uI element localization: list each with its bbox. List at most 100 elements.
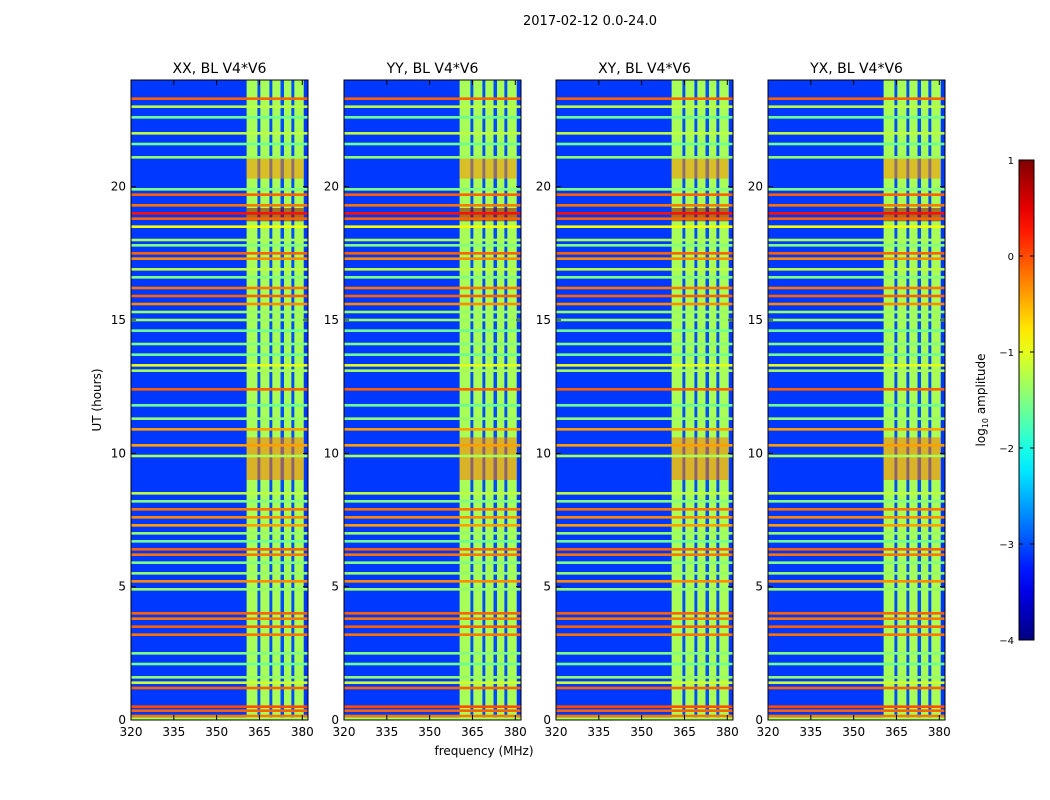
rfi-time-line: [131, 686, 308, 690]
rfi-time-line: [131, 310, 308, 314]
x-tick-label: 335: [162, 725, 185, 739]
rfi-time-line: [131, 500, 308, 503]
rfi-time-line: [556, 217, 733, 220]
rfi-time-line: [768, 588, 945, 591]
rfi-time-line: [556, 97, 733, 100]
rfi-time-line: [556, 492, 733, 495]
x-tick-label: 335: [799, 725, 822, 739]
rfi-time-line: [344, 225, 521, 228]
rfi-time-line: [556, 709, 733, 712]
rfi-time-line: [768, 310, 945, 314]
rfi-time-line: [131, 132, 308, 135]
rfi-time-line: [344, 580, 521, 583]
rfi-time-line: [344, 633, 521, 636]
rfi-time-line: [131, 524, 308, 527]
rfi-time-line: [768, 516, 945, 519]
rfi-time-line: [344, 681, 521, 684]
rfi-time-line: [556, 353, 733, 356]
rfi-time-line: [131, 342, 308, 346]
rfi-time-line: [131, 705, 308, 708]
rfi-time-line: [131, 329, 308, 332]
rfi-time-line: [131, 286, 308, 290]
rfi-time-line: [131, 257, 308, 260]
rfi-time-line: [131, 116, 308, 119]
rfi-time-line: [768, 532, 945, 535]
rfi-time-line: [556, 444, 733, 447]
rfi-time-line: [768, 286, 945, 290]
rfi-time-line: [768, 428, 945, 431]
colorbar-tick-label: −3: [999, 540, 1014, 551]
rfi-time-line: [344, 532, 521, 535]
rfi-time-line: [344, 652, 521, 655]
rfi-time-line: [768, 105, 945, 108]
panel-frame: [555, 79, 734, 721]
y-tick-label: 15: [111, 313, 126, 327]
y-tick-label: 15: [748, 313, 763, 327]
rfi-time-line: [768, 388, 945, 391]
rfi-time-line: [131, 612, 308, 615]
rfi-time-line: [131, 302, 308, 306]
rfi-time-line: [344, 617, 521, 620]
panel-3: XY, BL V4*V6 320 335 350 365 380 0 5 10 15 20: [536, 61, 739, 739]
rfi-time-line: [556, 310, 733, 314]
rfi-time-line: [768, 353, 945, 356]
rfi-time-line: [768, 561, 945, 564]
y-tick-label: 0: [118, 713, 126, 727]
colorbar-tick-label: 1: [1008, 156, 1014, 167]
rfi-time-line: [768, 714, 945, 718]
rfi-time-line: [768, 548, 945, 551]
colorbar-tick-label: −2: [999, 444, 1014, 455]
rfi-frequency-band: [705, 80, 710, 720]
hot-spot: [883, 157, 941, 179]
panel-title: YY, BL V4*V6: [386, 61, 479, 77]
rfi-time-line: [556, 561, 733, 564]
rfi-time-line: [556, 454, 733, 458]
rfi-time-line: [556, 286, 733, 290]
rfi-time-line: [556, 500, 733, 503]
rfi-time-line: [768, 454, 945, 458]
rfi-time-line: [556, 244, 733, 247]
rfi-time-line: [344, 252, 521, 255]
rfi-time-line: [131, 212, 308, 215]
rfi-time-line: [556, 105, 733, 108]
rfi-time-line: [556, 633, 733, 636]
rfi-time-line: [556, 276, 733, 279]
rfi-time-line: [344, 612, 521, 615]
rfi-time-line: [768, 142, 945, 146]
rfi-time-line: [768, 188, 945, 191]
rfi-time-line: [131, 492, 308, 495]
rfi-time-line: [344, 212, 521, 215]
rfi-time-line: [768, 662, 945, 666]
rfi-time-line: [556, 714, 733, 718]
rfi-frequency-band: [883, 80, 895, 720]
rfi-time-line: [131, 548, 308, 551]
panel-image: [344, 80, 521, 720]
rfi-time-line: [556, 116, 733, 119]
rfi-time-line: [131, 364, 308, 367]
hot-spot: [883, 437, 941, 480]
rfi-time-line: [768, 540, 945, 543]
rfi-time-line: [768, 276, 945, 279]
rfi-time-line: [556, 524, 733, 527]
rfi-time-line: [344, 132, 521, 135]
rfi-time-line: [768, 156, 945, 159]
rfi-frequency-band: [482, 80, 486, 720]
hot-spot: [459, 157, 517, 179]
panel-2: YY, BL V4*V6 320 335 350 365 380 0 5 10 15 20: [324, 61, 527, 739]
rfi-frequency-band: [493, 80, 498, 720]
x-tick-label: 320: [120, 725, 143, 739]
rfi-time-line: [556, 662, 733, 666]
rfi-time-line: [131, 681, 308, 684]
rfi-time-line: [131, 156, 308, 159]
rfi-time-line: [344, 286, 521, 290]
rfi-time-line: [344, 676, 521, 679]
rfi-time-line: [131, 580, 308, 583]
rfi-time-line: [131, 617, 308, 620]
x-tick-label: 380: [504, 725, 527, 739]
rfi-time-line: [131, 404, 308, 407]
rfi-time-line: [768, 444, 945, 447]
rfi-frequency-band: [897, 80, 907, 720]
